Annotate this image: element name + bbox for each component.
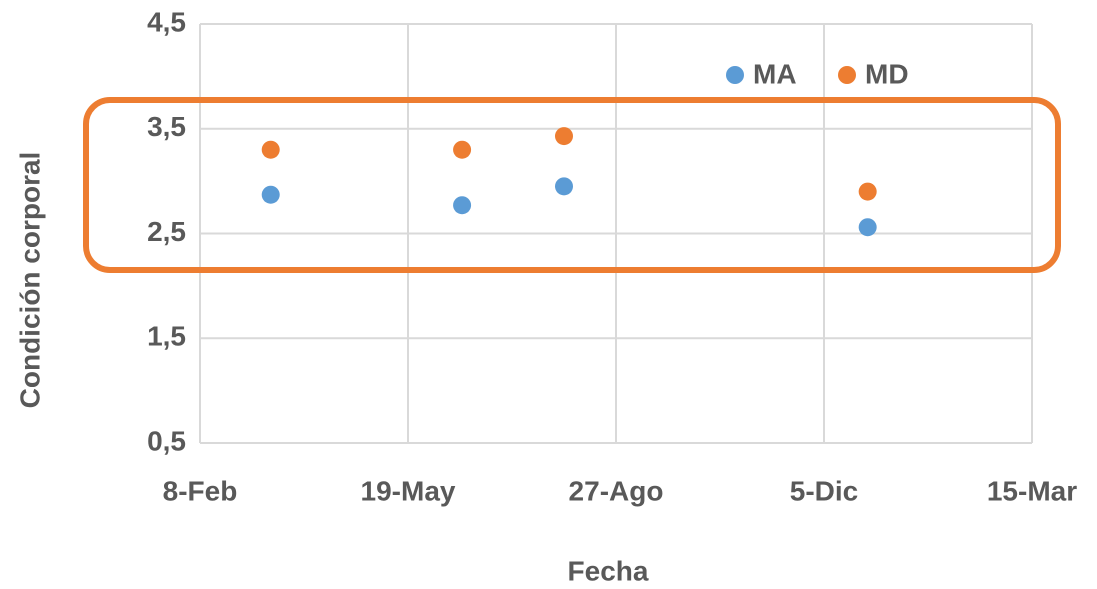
y-axis-title: Condición corporal bbox=[14, 152, 45, 409]
legend-marker bbox=[726, 66, 744, 84]
y-tick-label: 2,5 bbox=[147, 216, 186, 247]
highlight-box bbox=[83, 97, 1061, 273]
y-tick-label: 1,5 bbox=[147, 321, 186, 352]
legend-label: MA bbox=[753, 58, 797, 89]
point bbox=[555, 127, 573, 146]
point bbox=[261, 140, 280, 159]
legend-marker bbox=[838, 66, 856, 84]
x-tick-label: 19-May bbox=[361, 475, 456, 506]
plot-area: 0,5 1,5 2,5 3,5 4,5 8-Feb 19-May 27-Ago 5-Dic 15-… bbox=[147, 6, 1077, 506]
x-tick-label: 8-Feb bbox=[163, 475, 238, 506]
point bbox=[453, 196, 472, 215]
point bbox=[261, 185, 280, 204]
y-tick-label: 4,5 bbox=[147, 6, 186, 37]
x-axis-title: Fecha bbox=[568, 555, 649, 586]
point bbox=[453, 140, 472, 159]
x-tick-label: 27-Ago bbox=[569, 475, 664, 506]
y-tick-label: 0,5 bbox=[147, 425, 186, 456]
legend-label: MD bbox=[865, 58, 909, 89]
x-tick-label: 5-Dic bbox=[790, 475, 858, 506]
x-tick-label: 15-Mar bbox=[987, 475, 1077, 506]
y-tick-label: 3,5 bbox=[147, 111, 186, 142]
point bbox=[858, 218, 877, 237]
point bbox=[858, 182, 877, 201]
point bbox=[555, 177, 573, 196]
